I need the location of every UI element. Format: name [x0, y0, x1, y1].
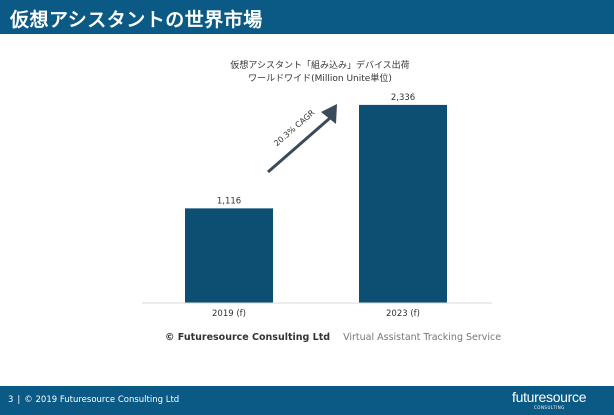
futuresource-logo: futuresource CONSULTING [512, 389, 596, 413]
page-title: 仮想アシスタントの世界市場 [10, 9, 263, 31]
footer-text: 3 | © 2019 Futuresource Consulting Ltd [8, 395, 179, 405]
category-label-1: 2023 (f) [386, 309, 420, 319]
footer-copyright: © 2019 Futuresource Consulting Ltd [24, 395, 180, 405]
arrow-head [321, 104, 337, 124]
source-line: © Futuresource Consulting Ltd Virtual As… [165, 332, 501, 343]
arrow-shaft [267, 116, 331, 174]
logo-text: futuresource [512, 389, 587, 405]
chart-title: 仮想アシスタント「組み込み」デバイス出荷 [230, 61, 410, 71]
bar-1 [359, 104, 447, 304]
value-label-1: 2,336 [391, 93, 415, 103]
chart-subtitle: ワールドワイド(Million Unite単位) [248, 74, 392, 84]
footer-bar: 3 | © 2019 Futuresource Consulting Ltd fut… [0, 386, 614, 415]
value-label-0: 1,116 [217, 196, 241, 206]
category-label-0: 2019 (f) [212, 309, 246, 319]
bar-0 [185, 208, 273, 303]
header-bar: 仮想アシスタントの世界市場 [0, 0, 614, 34]
bar-chart: 1,116 2019 (f) 2,336 2023 (f) 20.3% CAGR [142, 93, 492, 319]
source-org: © Futuresource Consulting Ltd [165, 332, 331, 343]
source-service: Virtual Assistant Tracking Service [343, 332, 502, 343]
cagr-arrow: 20.3% CAGR [267, 104, 337, 174]
footer-separator: | [17, 395, 21, 405]
page-number: 3 [8, 395, 14, 405]
cagr-label: 20.3% CAGR [272, 108, 316, 148]
logo-subtext: CONSULTING [534, 405, 565, 410]
